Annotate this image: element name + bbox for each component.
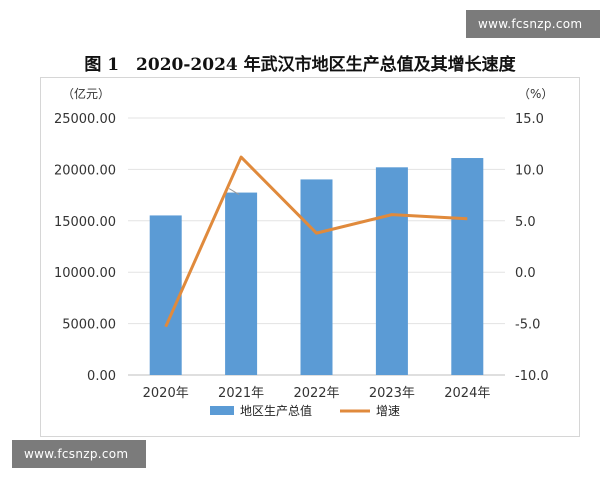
bar	[225, 192, 258, 375]
x-axis-ticks: 2020年 2021年 2022年 2023年 2024年	[143, 386, 491, 401]
bar	[149, 215, 182, 375]
left-tick-label: 25000.00	[54, 112, 116, 127]
left-tick-label: 10000.00	[54, 266, 116, 281]
x-tick-label: 2022年	[293, 386, 339, 401]
bar-series	[149, 158, 484, 375]
left-tick-label: 20000.00	[54, 163, 116, 178]
legend: 地区生产总值 增速	[210, 403, 400, 418]
legend-line-label: 增速	[376, 404, 400, 418]
line-series	[164, 155, 468, 328]
right-tick-label: 0.0	[515, 266, 536, 281]
right-tick-label: -5.0	[515, 318, 540, 333]
watermark-bottom: www.fcsnzp.com	[12, 440, 146, 468]
bar-label-leader	[228, 188, 240, 195]
left-tick-label: 15000.00	[54, 215, 116, 230]
bar	[451, 158, 484, 375]
bar	[300, 179, 333, 375]
x-tick-label: 2021年	[218, 386, 264, 401]
left-tick-label: 0.00	[87, 369, 116, 384]
growth-line	[164, 155, 468, 328]
right-tick-label: -10.0	[515, 369, 549, 384]
right-tick-label: 10.0	[515, 163, 544, 178]
left-tick-label: 5000.00	[62, 318, 116, 333]
chart-frame	[40, 77, 580, 437]
legend-bar-label: 地区生产总值	[240, 403, 312, 418]
bar	[375, 167, 408, 375]
watermark-top: www.fcsnzp.com	[466, 10, 600, 38]
legend-bar-swatch	[210, 406, 234, 415]
right-tick-label: 5.0	[515, 215, 536, 230]
chart-title: 图 1 2020-2024 年武汉市地区生产总值及其增长速度	[84, 55, 516, 75]
right-tick-label: 15.0	[515, 112, 544, 127]
right-unit-label: （%）	[518, 87, 553, 101]
left-axis-ticks: 0.00 5000.00 10000.00 15000.00 20000.00 25000…	[54, 112, 116, 384]
x-tick-label: 2024年	[444, 386, 490, 401]
left-unit-label: （亿元）	[62, 86, 110, 101]
x-tick-label: 2023年	[369, 386, 415, 401]
x-tick-label: 2020年	[143, 386, 189, 401]
right-axis-ticks: -10.0 -5.0 0.0 5.0 10.0 15.0	[515, 112, 549, 384]
bar-data-labels	[228, 188, 240, 195]
